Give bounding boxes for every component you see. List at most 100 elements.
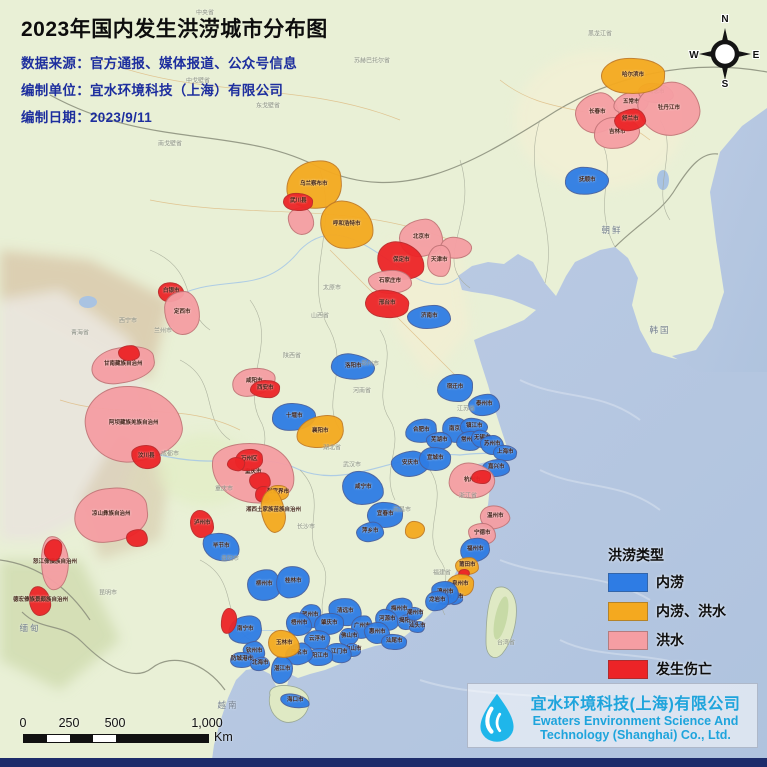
legend-label: 洪水: [656, 632, 684, 648]
flood-region: [404, 520, 426, 540]
compass-w: W: [689, 50, 699, 61]
region-label: 安庆市: [401, 460, 419, 467]
legend-items: 内涝内涝、洪水洪水发生伤亡: [608, 572, 726, 679]
region-label: 甘南藏族自治州: [103, 361, 143, 368]
basemap-label: 朝鲜: [601, 225, 623, 235]
region-label: 汕头市: [408, 623, 426, 630]
watermark-company-cn: 宜水环境科技(上海)有限公司: [530, 695, 741, 713]
compass-rose: N W E S: [688, 10, 762, 91]
basemap-label: 中央省: [195, 10, 215, 17]
region-label: 凉山彝族自治州: [91, 511, 131, 518]
basemap-label: 长沙市: [296, 524, 316, 531]
flood-region-桂林市: 桂林市: [274, 564, 312, 600]
compiler-line: 编制单位：宜水环境科技（上海）有限公司: [21, 83, 284, 98]
scale-tick-label: 500: [104, 716, 126, 730]
basemap-label: 南戈壁省: [157, 141, 183, 148]
region-label: 泰州市: [475, 401, 493, 408]
basemap-label: 兰州市: [153, 328, 173, 335]
region-label: 宿迁市: [446, 384, 464, 391]
flood-region-呼和浩特市: 呼和浩特市: [318, 198, 376, 252]
basemap-label: 贵阳市: [220, 556, 240, 563]
region-label: 北京市: [412, 234, 430, 241]
region-label: 十堰市: [285, 413, 303, 420]
watermark-company-en-2: Technology (Shanghai) Co., Ltd.: [540, 727, 731, 742]
legend-swatch: [608, 630, 648, 650]
title-block: 2023年国内发生洪涝城市分布图 数据来源：官方通报、媒体报道、公众号信息 编制…: [21, 13, 328, 133]
legend-swatch: [608, 601, 648, 621]
region-label: 邢台市: [378, 300, 396, 307]
basemap-label: 湖北省: [322, 445, 342, 452]
flood-region-咸宁市: 咸宁市: [341, 470, 385, 506]
basemap-label: 苏赫巴托尔省: [353, 58, 391, 65]
legend-title: 洪涝类型: [608, 547, 664, 563]
region-label: 牡丹江市: [657, 105, 681, 112]
region-label: 江门市: [330, 649, 348, 656]
region-label: 肇庆市: [320, 620, 338, 627]
basemap-label: 中戈壁省: [185, 78, 211, 85]
flood-region-龙岩市: 龙岩市: [424, 589, 450, 613]
legend-label: 内涝: [656, 574, 684, 590]
region-label: 芜湖市: [430, 437, 448, 444]
basemap-label: 越南: [217, 700, 239, 710]
region-label: 石家庄市: [378, 278, 401, 285]
region-label: 福州市: [466, 546, 484, 553]
region-label: 毕节市: [212, 543, 230, 550]
watermark-company-en-1: Ewaters Environment Science And: [532, 713, 739, 728]
flood-region-湛江市: 湛江市: [270, 655, 294, 685]
flood-region-德宏傣族景颇族自治州: 德宏傣族景颇族自治州: [12, 585, 68, 617]
region-label: 云浮市: [308, 636, 326, 643]
region-label: 萍乡市: [361, 528, 379, 535]
region-label: 阳江市: [311, 653, 329, 660]
region-label: 海口市: [286, 697, 304, 704]
page-title: 2023年国内发生洪涝城市分布图: [21, 18, 328, 41]
basemap-label: 青海省: [70, 330, 90, 337]
flood-region-邢台市: 邢台市: [363, 286, 411, 322]
region-label: 济南市: [420, 313, 438, 320]
legend-label: 内涝、洪水: [656, 603, 726, 619]
basemap-label: 西宁市: [118, 318, 138, 325]
lake-ne: [657, 170, 669, 190]
region-label: 桂林市: [284, 578, 302, 585]
scale-bar: 0 250 500 1,000 Km: [18, 716, 248, 756]
region-label: 龙岩市: [428, 597, 446, 604]
region-label: 潮州市: [406, 610, 424, 617]
region-label: 柳州市: [255, 581, 273, 588]
region-label: 湛江市: [273, 666, 291, 673]
region-label: 上海市: [496, 449, 514, 456]
legend-item: 发生伤亡: [608, 659, 726, 679]
region-label: 阿坝藏族羌族自治州: [108, 419, 158, 426]
region-label: 武川县: [289, 198, 307, 205]
legend-swatch: [608, 572, 648, 592]
region-label: 哈尔滨市: [621, 72, 644, 79]
legend-item: 内涝、洪水: [608, 601, 726, 621]
company-watermark: 宜水环境科技(上海)有限公司 Ewaters Environment Scien…: [467, 683, 758, 748]
flood-region-天津市: 天津市: [426, 244, 452, 278]
region-label: 洛阳市: [344, 363, 362, 370]
region-label: 襄阳市: [311, 428, 329, 435]
region-label: 吉林市: [608, 129, 626, 136]
basemap-label: 黑龙江省: [587, 31, 613, 38]
region-label: 宜春市: [376, 511, 394, 518]
region-label: 合肥市: [412, 427, 430, 434]
basemap-label: 南昌市: [392, 507, 412, 514]
region-label: 宁德市: [473, 530, 491, 537]
basemap-label: 武汉市: [342, 462, 362, 469]
flood-region-汕头市: 汕头市: [408, 620, 426, 634]
basemap-label: 成都市: [160, 451, 180, 458]
bottom-frame-bar: [0, 758, 767, 767]
basemap-label: 台湾省: [496, 640, 516, 647]
flood-region: [125, 528, 149, 548]
region-label: 长春市: [588, 109, 606, 116]
compass-s: S: [722, 79, 729, 88]
scale-bar-graphic: [23, 734, 209, 743]
basemap-label: 山西省: [310, 313, 330, 320]
flood-region-抚顺市: 抚顺市: [564, 165, 610, 197]
basemap-label: 浙江省: [458, 493, 478, 500]
legend-item: 内涝: [608, 572, 726, 592]
compass-n: N: [721, 14, 728, 25]
scale-tick-label: 0: [19, 716, 27, 730]
region-label: 乌兰察布市: [300, 181, 328, 188]
water-drop-logo-icon: [480, 693, 514, 742]
legend: 洪涝类型 内涝内涝、洪水洪水发生伤亡: [608, 545, 726, 688]
